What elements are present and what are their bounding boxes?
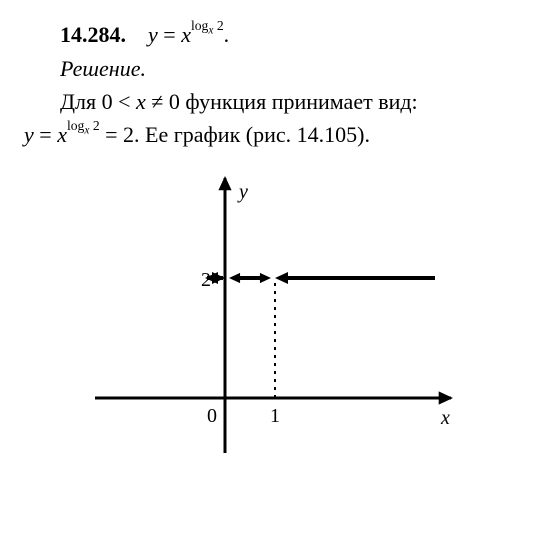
text-line-4: y = xlogx 2 = 2. Ее график (рис. 14.105)… (24, 118, 526, 152)
svg-text:1: 1 (270, 405, 280, 427)
figure-container: yx021 (24, 158, 526, 458)
problem-number: 14.284. (60, 22, 126, 47)
svg-text:x: x (440, 407, 450, 429)
eq-eq: = (158, 22, 181, 47)
problem-heading: 14.284. y = xlogx 2. (24, 18, 526, 52)
svg-text:y: y (237, 181, 248, 203)
graph-figure: yx021 (75, 158, 475, 458)
solution-label: Решение. (24, 52, 526, 85)
eq2-exponent: logx 2 (67, 118, 100, 133)
eq-lhs: y (148, 22, 158, 47)
eq-end: . (224, 22, 230, 47)
page-container: { "problem": { "number": "14.284.", "equ… (0, 0, 550, 543)
eq-exponent: logx 2 (191, 18, 224, 33)
eq-base: x (181, 22, 191, 47)
svg-text:0: 0 (207, 405, 217, 427)
text-line-3: Для 0 < x ≠ 0 функция принимает вид: (24, 85, 526, 118)
